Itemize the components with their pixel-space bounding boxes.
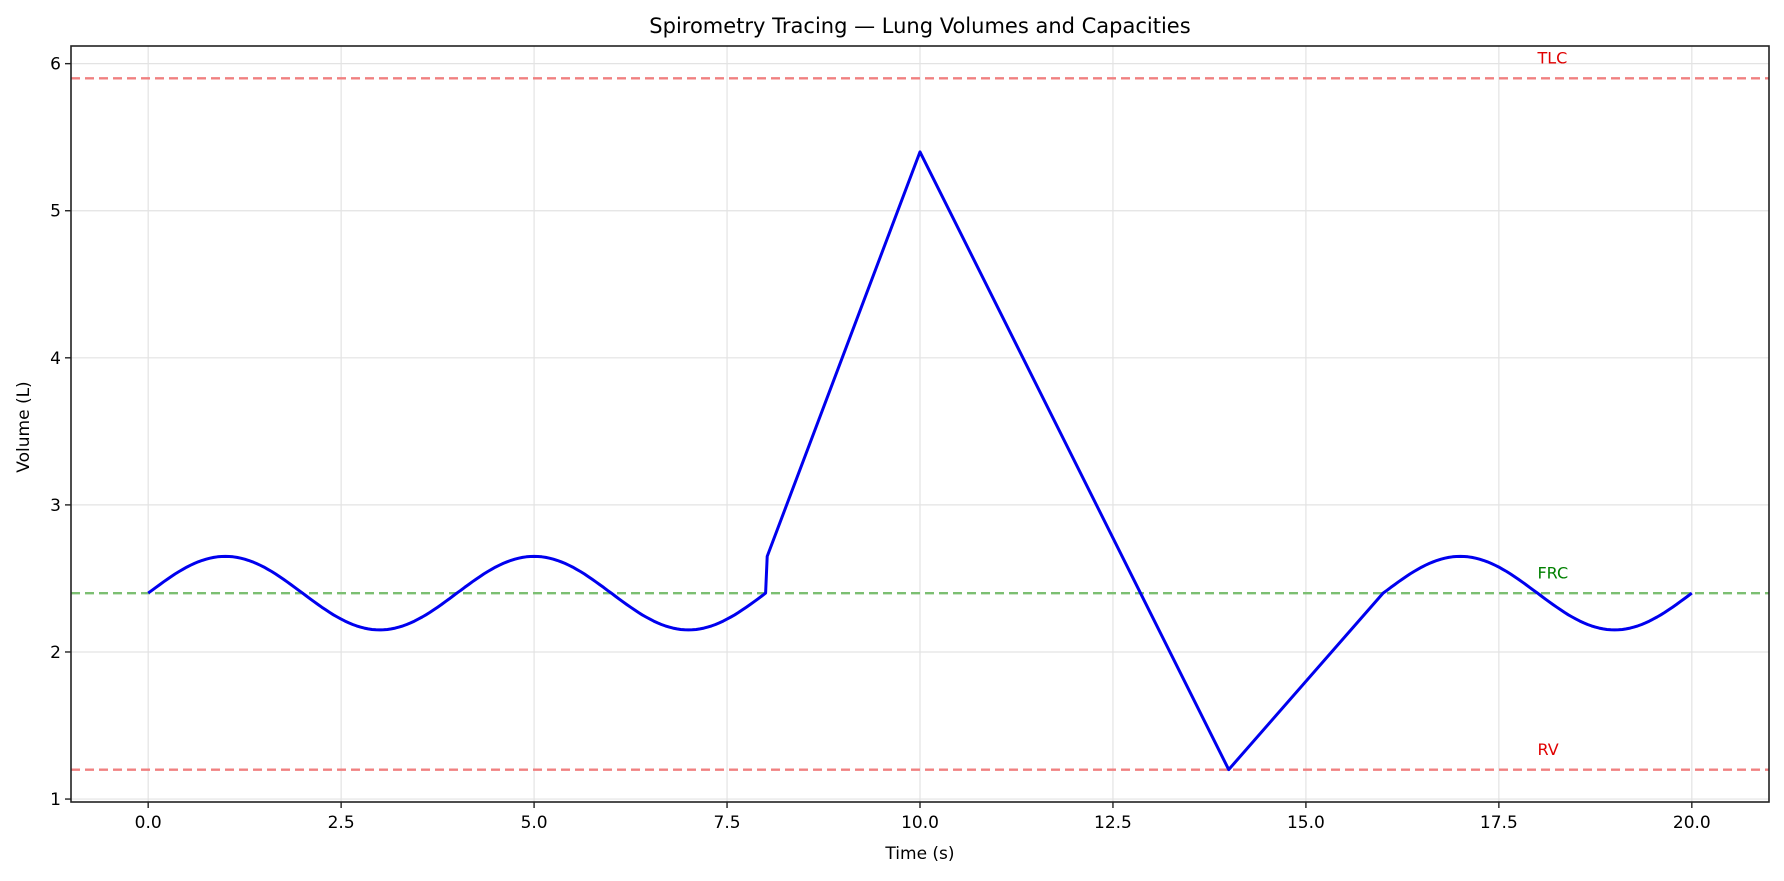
volume-trace-line — [147, 150, 1693, 772]
y-tick-label: 4 — [50, 349, 61, 369]
grid-lines — [71, 46, 1769, 802]
x-tick-label: 0.0 — [135, 813, 162, 833]
tlc-label: TLC — [1536, 49, 1567, 68]
reference-labels: TLC FRC RV — [1536, 49, 1568, 759]
y-tick-label: 3 — [50, 496, 61, 516]
plot-area: TLC FRC RV — [70, 45, 1770, 803]
chart-title: Spirometry Tracing — Lung Volumes and Ca… — [649, 14, 1190, 38]
x-axis-label: Time (s) — [884, 844, 954, 864]
x-tick-label: 15.0 — [1287, 813, 1325, 833]
reference-lines — [71, 77, 1769, 771]
x-tick-label: 7.5 — [714, 813, 741, 833]
y-tick-label: 6 — [50, 55, 61, 75]
frc-label: FRC — [1537, 563, 1568, 582]
y-tick-label: 1 — [50, 790, 61, 810]
x-tick-label: 17.5 — [1480, 813, 1518, 833]
x-tick-label: 5.0 — [521, 813, 548, 833]
x-tick-label: 2.5 — [328, 813, 355, 833]
x-axis-ticks: 0.0 2.5 5.0 7.5 10.0 12.5 15.0 17.5 20.0 — [135, 802, 1711, 833]
data-series — [147, 150, 1693, 772]
rv-label: RV — [1537, 740, 1558, 759]
x-tick-label: 20.0 — [1673, 813, 1711, 833]
y-tick-label: 5 — [50, 202, 61, 222]
y-tick-label: 2 — [50, 643, 61, 663]
x-tick-label: 12.5 — [1094, 813, 1132, 833]
y-axis-label: Volume (L) — [14, 381, 34, 472]
y-axis-ticks: 1 2 3 4 5 6 — [50, 55, 71, 810]
x-tick-label: 10.0 — [901, 813, 939, 833]
